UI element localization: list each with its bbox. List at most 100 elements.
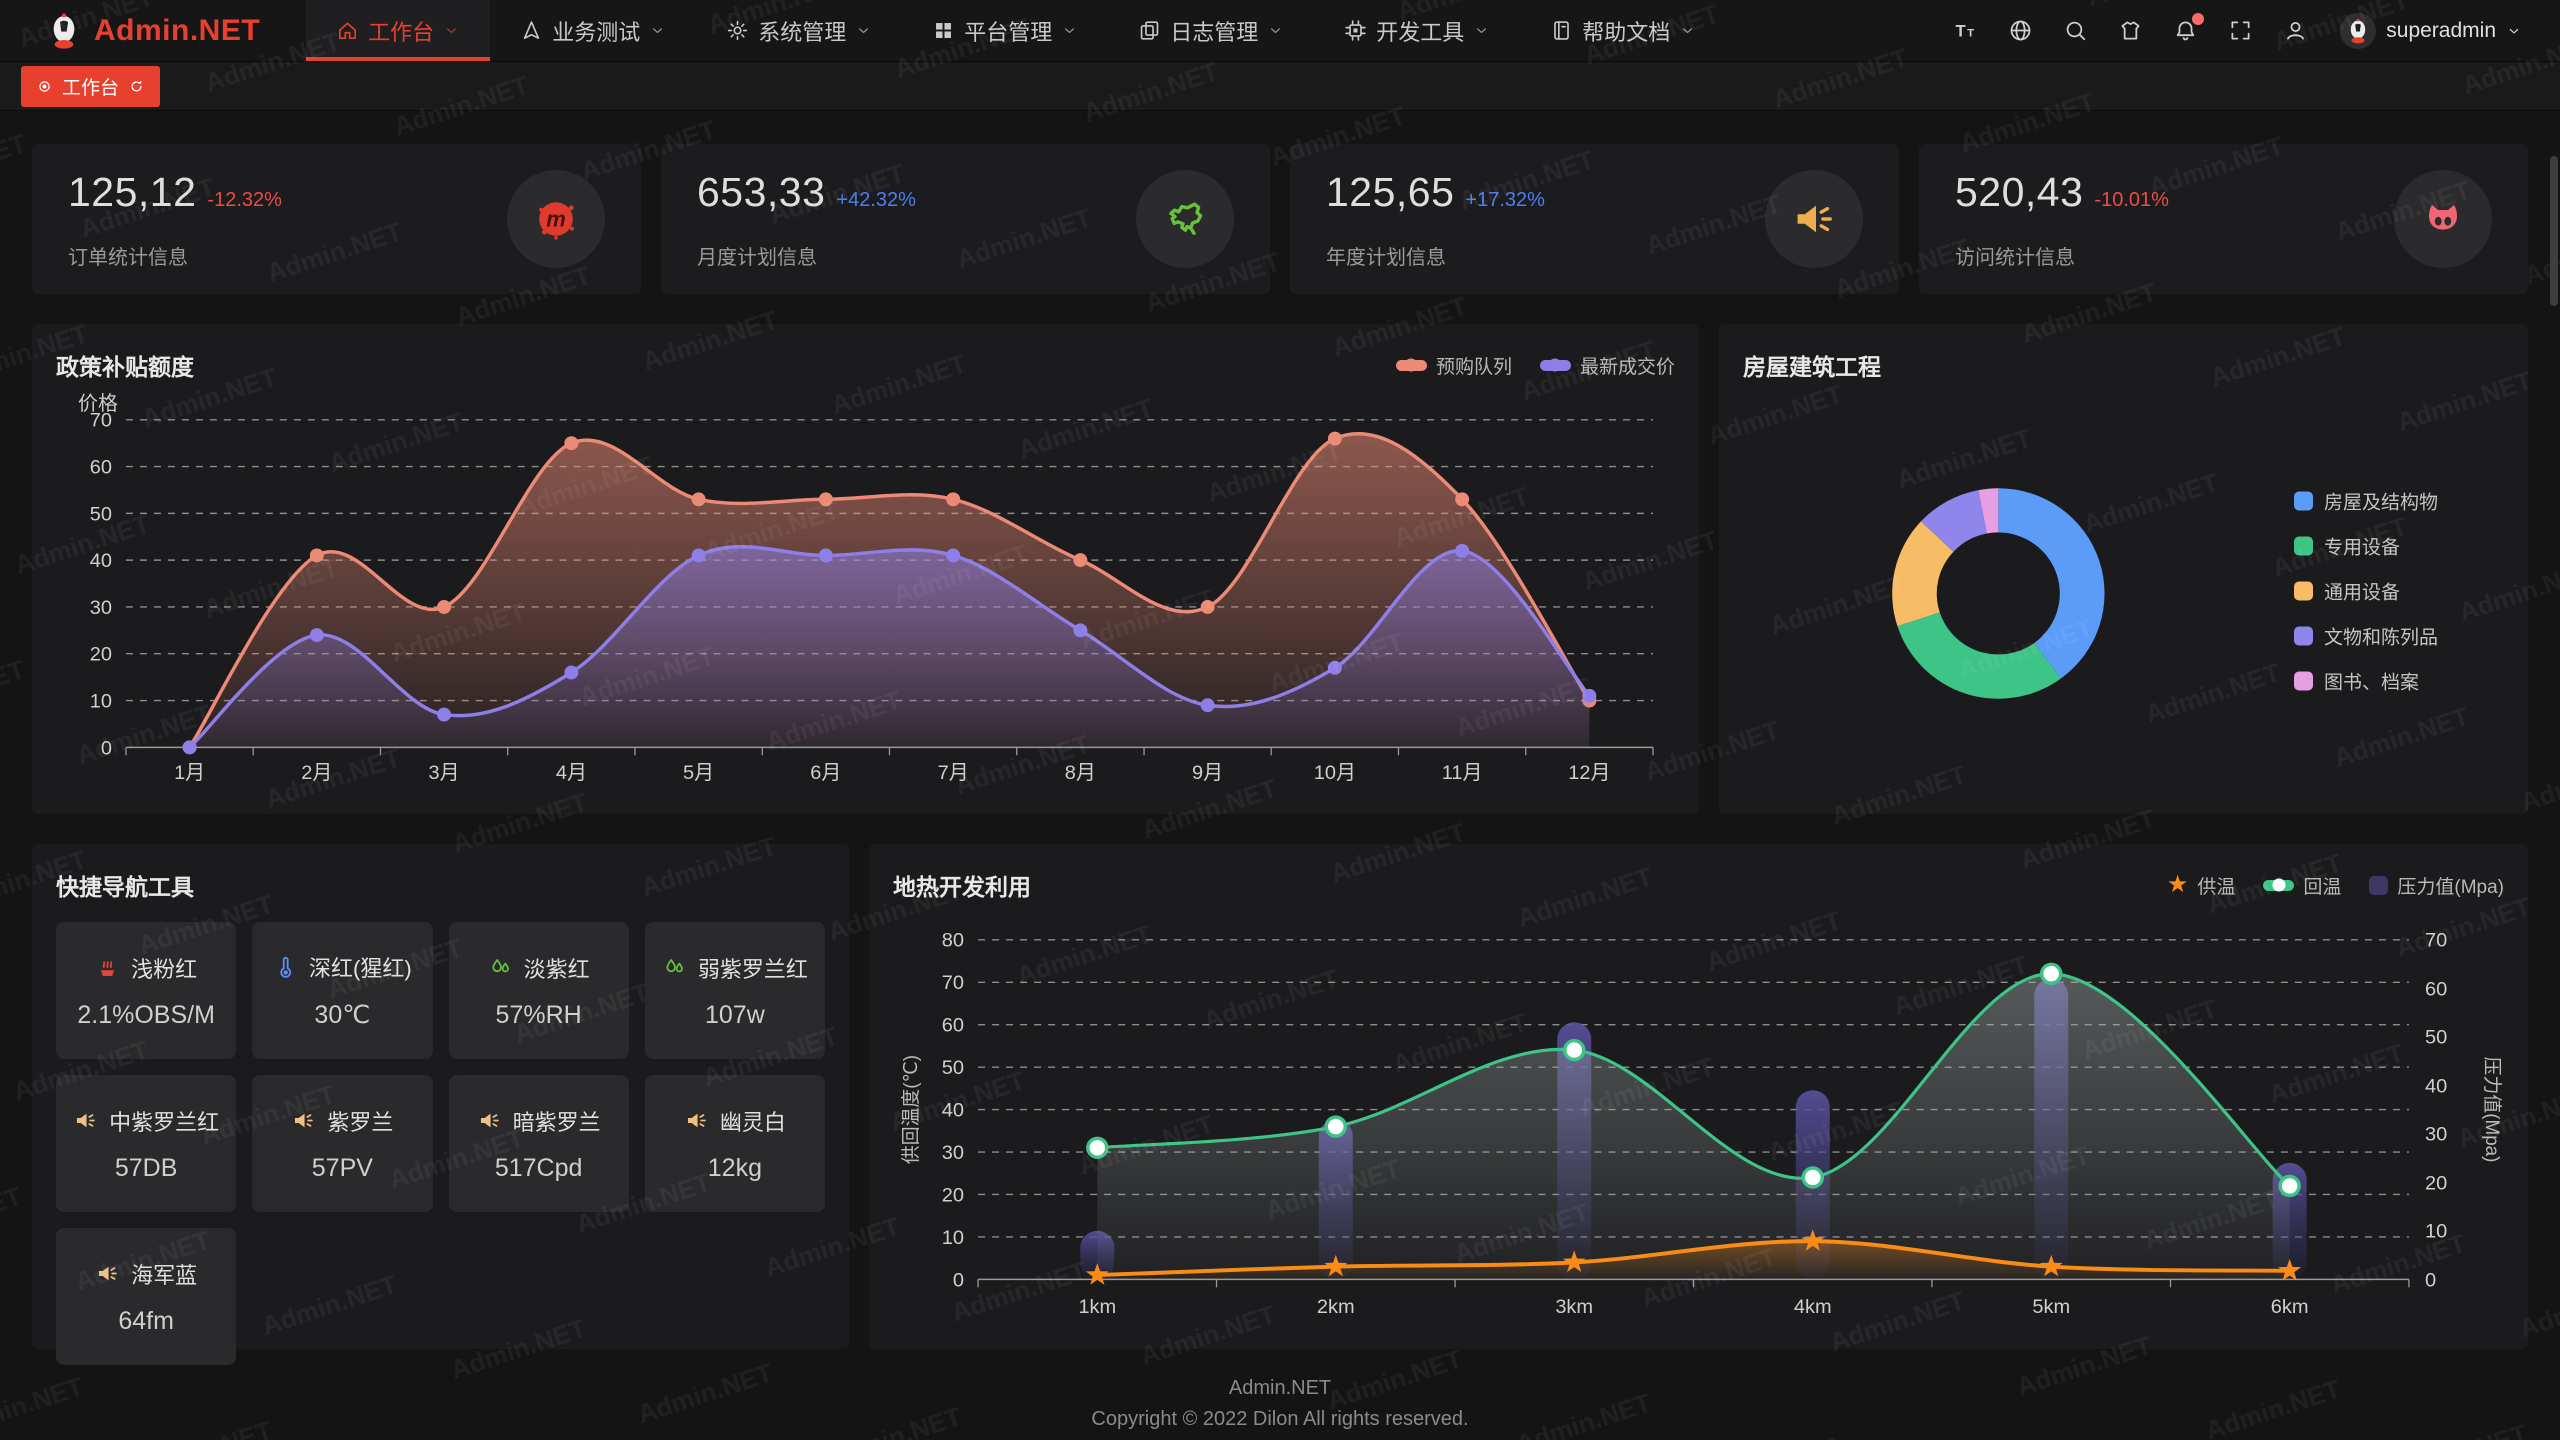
menu-item-0[interactable]: 工作台 [306,0,491,61]
legend-item[interactable]: 压力值(Mpa) [2369,872,2504,899]
donut-slice[interactable] [1897,612,2061,699]
fullscreen-icon-button[interactable] [2228,18,2253,43]
stat-card-0: 125,12 -12.32% 订单统计信息 m [32,144,641,294]
menu-item-label: 开发工具 [1376,19,1465,45]
brand[interactable]: Admin.NET [0,0,306,61]
search-icon-button[interactable] [2063,18,2088,43]
menu-item-5[interactable]: 开发工具 [1314,0,1520,61]
tab-label: 工作台 [62,77,120,99]
chevron-down-icon [1683,28,1693,34]
svg-text:40: 40 [2425,1075,2447,1097]
svg-text:6km: 6km [2271,1296,2309,1318]
language-icon-button[interactable] [2008,18,2033,43]
legend-item[interactable]: 通用设备 [2293,578,2438,605]
stat-card-3: 520,43 -10.01% 访问统计信息 [1919,144,2528,294]
quick-nav-card-1[interactable]: 深红(猩红) 30℃ [252,922,433,1059]
quick-nav-label: 深红(猩红) [309,956,412,981]
svg-text:5月: 5月 [683,762,714,784]
language-icon [2010,20,2031,41]
panel-geothermal-chart: 地热开发利用 ★ 供温 回温 压力值(Mpa) 0 10 20 30 40 50 60 70 80 0 1… [869,844,2528,1349]
steam-icon [101,961,115,977]
scrollbar-thumb[interactable] [2550,156,2558,306]
quick-nav-card-3[interactable]: 弱紫罗兰红 107w [644,922,825,1059]
svg-text:压力值(Mpa): 压力值(Mpa) [2481,1057,2503,1163]
navbar: Admin.NET 工作台 业务测试 系统管理 平台管理 日志管理 开发工具 帮… [0,0,2560,62]
quick-nav-card-2[interactable]: 淡紫红 57%RH [448,922,629,1059]
panel-title: 快捷导航工具 [56,874,194,900]
menu-item-label: 业务测试 [552,19,641,45]
main-menu: 工作台 业务测试 系统管理 平台管理 日志管理 开发工具 帮助文档 [306,0,1726,61]
quick-nav-label: 浅粉红 [131,956,198,982]
chevron-down-icon [447,28,457,34]
quick-nav-label: 幽灵白 [719,1109,786,1135]
legend-item[interactable]: 最新成交价 [1539,352,1675,379]
svg-text:12月: 12月 [1568,762,1610,784]
refresh-icon[interactable] [128,78,145,95]
building-donut-chart[interactable]: 房屋及结构物 专用设备通用设备文物和陈列品 图书、档案 [1743,390,2504,792]
quick-nav-card-0[interactable]: 浅粉红 2.1%OBS/M [56,922,237,1059]
profile-icon-button[interactable] [2283,18,2308,43]
gear-icon [728,20,748,41]
svg-text:60: 60 [942,1015,964,1037]
bell-icon-button[interactable] [2173,13,2205,43]
quick-nav-value: 12kg [707,1153,762,1182]
menu-item-4[interactable]: 日志管理 [1108,0,1314,61]
menu-item-label: 平台管理 [964,19,1053,45]
legend-item[interactable]: 房屋及结构物 [2293,488,2438,515]
quick-nav-card-4[interactable]: 中紫罗兰红 57DB [56,1075,237,1212]
legend-item[interactable]: 图书、档案 [2293,668,2438,695]
stat-cards-row: 125,12 -12.32% 订单统计信息 m 653,33 +42.32% 月… [32,144,2528,294]
svg-text:10: 10 [942,1227,964,1249]
quick-nav-label: 紫罗兰 [327,1109,394,1135]
navigation-icon [523,21,540,39]
mascot-icon [53,12,75,49]
building-legend: 房屋及结构物 专用设备通用设备文物和陈列品 图书、档案 [2293,488,2438,695]
svg-text:8月: 8月 [1065,762,1096,784]
svg-text:4km: 4km [1794,1296,1832,1318]
panel-quick-nav: 快捷导航工具 浅粉红 2.1%OBS/M 深红(猩红) 30℃ 淡紫红 57%R… [32,844,849,1365]
svg-text:20: 20 [90,644,112,666]
legend-item[interactable]: 预购队列 [1395,352,1512,379]
legend-item[interactable]: 文物和陈列品 [2293,623,2438,650]
svg-text:30: 30 [942,1142,964,1164]
svg-text:60: 60 [2425,978,2447,1000]
stat-delta: +42.32% [836,188,916,211]
tab-workbench[interactable]: 工作台 [21,65,161,107]
logo-mascot-icon [44,11,84,51]
grid-icon [936,23,952,38]
theme-icon-button[interactable] [2118,18,2143,43]
menu-item-1[interactable]: 业务测试 [490,0,696,61]
brand-title: Admin.NET [94,13,261,47]
menu-item-6[interactable]: 帮助文档 [1520,0,1726,61]
stat-delta: +17.32% [1465,188,1545,211]
svg-text:50: 50 [942,1057,964,1079]
quick-nav-card-5[interactable]: 紫罗兰 57PV [252,1075,433,1212]
subsidy-line-chart[interactable]: 0 10 20 30 40 50 60 70 1月 2月 3月 4月 5月 6月 7月 8月 9月 10月 11月 1… [56,390,1675,792]
chevron-down-icon [859,28,869,34]
chevron-down-icon [2506,23,2522,39]
quick-nav-card-8[interactable]: 海军蓝 64fm [56,1228,237,1365]
legend-swatch [2293,536,2313,556]
legend-item[interactable]: 专用设备 [2293,533,2438,560]
legend-line-marker [1395,358,1427,372]
china-map-icon [1169,202,1203,235]
user-menu[interactable]: superadmin [2334,0,2560,61]
legend-item[interactable]: 回温 [2263,872,2341,899]
quick-nav-card-6[interactable]: 暗紫罗兰 517Cpd [448,1075,629,1212]
quick-nav-card-7[interactable]: 幽灵白 12kg [644,1075,825,1212]
svg-text:供回温度(℃): 供回温度(℃) [900,1055,922,1164]
legend-item[interactable]: ★ 供温 [2166,871,2236,898]
menu-item-3[interactable]: 平台管理 [902,0,1108,61]
volume-icon [1797,205,1832,233]
avatar [2340,12,2377,49]
thermometer-icon [280,956,292,978]
volume-icon [77,1113,95,1128]
menu-item-2[interactable]: 系统管理 [696,0,902,61]
chevron-down-icon [653,28,663,34]
profile-icon [2287,22,2305,40]
geothermal-mixed-chart[interactable]: 0 10 20 30 40 50 60 70 80 0 10 20 30 40 50 60 70 1km 2km 3k… [893,910,2504,1327]
donut-slice[interactable] [1998,488,2105,679]
notebook-icon [1554,21,1570,40]
